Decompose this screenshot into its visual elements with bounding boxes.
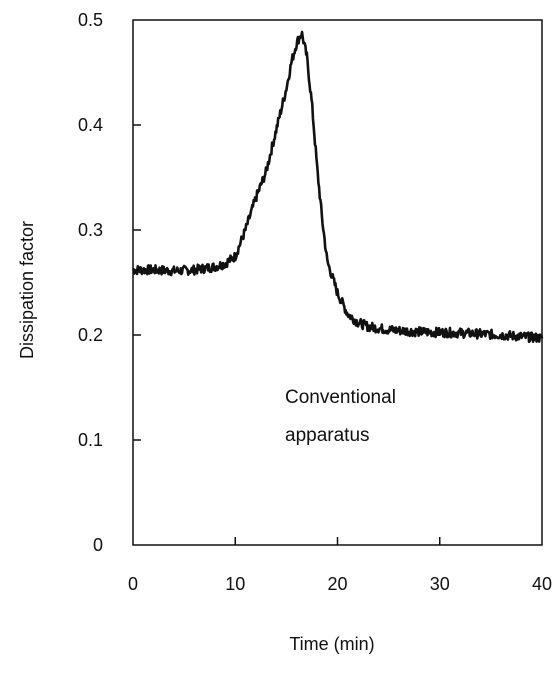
- y-axis-title: Dissipation factor: [17, 221, 37, 359]
- annotation-line-1: Conventional: [285, 387, 396, 408]
- x-tick-label: 20: [327, 574, 347, 594]
- y-tick-label: 0.5: [78, 10, 103, 30]
- y-ticks: 0 0.1 0.2 0.3 0.4 0.5: [78, 10, 141, 555]
- y-tick-label: 0.4: [78, 115, 103, 135]
- y-tick-label: 0: [93, 535, 103, 555]
- annotation-line-2: apparatus: [285, 425, 370, 446]
- y-tick-label: 0.3: [78, 220, 103, 240]
- y-tick-label: 0.2: [78, 325, 103, 345]
- x-tick-label: 40: [532, 574, 552, 594]
- series-line-dissipation: [132, 30, 544, 344]
- x-tick-label: 30: [430, 574, 450, 594]
- y-tick-label: 0.1: [78, 430, 103, 450]
- x-ticks: 0 10 20 30 40: [128, 537, 552, 594]
- x-tick-label: 0: [128, 574, 138, 594]
- plot-frame: [132, 19, 543, 546]
- x-axis-title: Time (min): [289, 634, 374, 654]
- x-tick-label: 10: [225, 574, 245, 594]
